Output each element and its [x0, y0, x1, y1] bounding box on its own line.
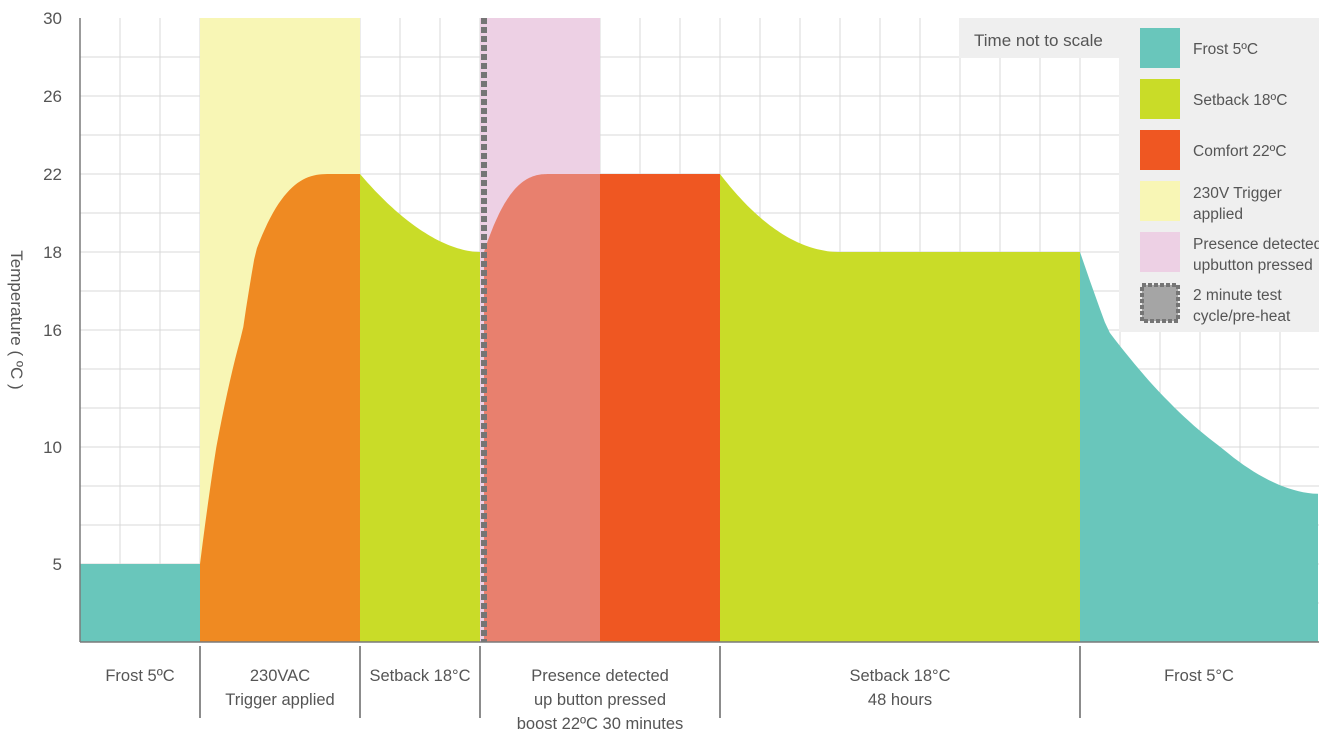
legend-label-frost: Frost 5ºC	[1193, 41, 1258, 58]
phase-label: Frost 5°C	[1164, 667, 1234, 685]
legend-label-presence: upbutton pressed	[1193, 257, 1313, 274]
temperature-series	[80, 174, 1318, 642]
legend-swatch-setback	[1140, 79, 1180, 119]
phase-label: 48 hours	[868, 691, 932, 709]
y-tick-labels: 30 26 22 18 16 10 5	[43, 9, 62, 574]
phase-label: 230VAC	[250, 667, 310, 685]
legend-label-presence: Presence detected	[1193, 236, 1319, 253]
legend-label-test: 2 minute test	[1193, 287, 1282, 304]
legend-swatch-comfort	[1140, 130, 1180, 170]
legend-swatch-test	[1140, 283, 1180, 323]
series-area-setback-5	[720, 174, 1080, 642]
phase-labels: Frost 5ºC 230VAC Trigger applied Setback 18…	[105, 646, 1234, 733]
phase-label: Frost 5ºC	[105, 667, 174, 685]
legend-label-trigger: 230V Trigger	[1193, 185, 1282, 202]
legend-background	[959, 18, 1319, 332]
y-tick-label: 22	[43, 165, 62, 184]
time-not-to-scale-note: Time not to scale	[974, 31, 1103, 50]
legend-swatch-frost	[1140, 28, 1180, 68]
legend-label-trigger: applied	[1193, 206, 1243, 223]
y-tick-label: 16	[43, 321, 62, 340]
y-tick-label: 30	[43, 9, 62, 28]
legend-label-test: cycle/pre-heat	[1193, 308, 1291, 325]
series-area-warmup-1	[200, 174, 360, 642]
phase-label: up button pressed	[534, 691, 666, 709]
legend: Time not to scale Frost 5ºC Setback 18ºC C…	[959, 18, 1319, 332]
series-area-comfort-4	[600, 174, 720, 642]
legend-swatch-presence	[1140, 232, 1180, 272]
y-tick-label: 10	[43, 438, 62, 457]
series-area-frost-6	[1080, 252, 1318, 642]
phase-label: Setback 18°C	[849, 667, 950, 685]
series-area-setback-2	[360, 174, 480, 642]
legend-label-setback: Setback 18ºC	[1193, 92, 1287, 109]
legend-swatch-trigger	[1140, 181, 1180, 221]
phase-label: Trigger applied	[225, 691, 334, 709]
series-area-frost-0	[80, 564, 200, 642]
phase-label: Setback 18°C	[369, 667, 470, 685]
phase-label: boost 22ºC 30 minutes	[517, 715, 684, 733]
legend-label-comfort: Comfort 22ºC	[1193, 143, 1287, 160]
y-axis-label: Temperature ( ºC )	[7, 250, 26, 389]
phase-label: Presence detected	[531, 667, 669, 685]
y-tick-label: 26	[43, 87, 62, 106]
y-tick-label: 18	[43, 243, 62, 262]
axes	[79, 18, 1319, 643]
series-area-presence_heat-3	[484, 174, 600, 642]
y-tick-label: 5	[53, 555, 62, 574]
